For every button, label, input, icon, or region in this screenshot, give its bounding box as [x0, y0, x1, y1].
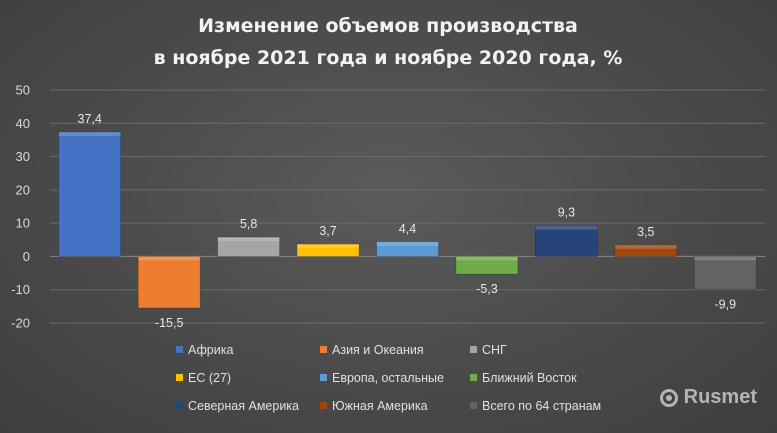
bar [296, 243, 360, 257]
y-axis-ticks: 50 40 30 20 10 0 -10 -20 [11, 83, 30, 331]
data-label: -5,3 [476, 282, 498, 296]
bar-highlight [58, 131, 121, 136]
legend-label: Ближний Восток [482, 371, 577, 385]
data-labels: 37,4 -15,5 5,8 3,7 4,4 -5,3 9,3 3,5 -9,9 [78, 112, 737, 330]
legend-item: Северная Америка [176, 399, 299, 413]
data-label: -9,9 [715, 297, 737, 311]
legend-item: ЕС (27) [176, 371, 231, 385]
bar-highlight [138, 256, 201, 261]
bar [137, 256, 201, 309]
legend-swatch [470, 402, 477, 409]
legend-item: Всего по 64 странам [470, 399, 601, 413]
legend-swatch [176, 374, 183, 381]
legend-swatch [320, 402, 327, 409]
legend-label: Африка [188, 343, 233, 357]
legend-item: Южная Америка [320, 399, 428, 413]
y-tick-label: 50 [16, 83, 30, 98]
y-tick-label: 10 [16, 216, 30, 231]
data-label: -15,5 [155, 316, 184, 330]
data-label: 3,7 [319, 224, 336, 238]
chart-title-line-2: в ноябре 2021 года и ноябре 2020 года, % [154, 47, 623, 69]
y-tick-label: -10 [11, 282, 30, 297]
bars [58, 131, 757, 309]
bar-highlight [217, 237, 280, 242]
data-label: 37,4 [78, 112, 102, 126]
bar-highlight [376, 241, 439, 246]
legend-item: Африка [176, 343, 233, 357]
legend-swatch [470, 346, 477, 353]
legend-label: СНГ [482, 343, 507, 357]
legend-swatch [470, 374, 477, 381]
legend-item: Азия и Океания [320, 343, 424, 357]
bar [58, 131, 122, 257]
y-tick-label: 20 [16, 182, 30, 197]
watermark: Rusmet [659, 386, 757, 409]
legend: Африка Азия и Океания СНГ ЕС (27) Европа, ос… [176, 343, 601, 413]
data-label: 9,3 [558, 205, 575, 219]
bar-highlight [455, 256, 518, 261]
chart-title-line-1: Изменение объемов производства [198, 15, 578, 37]
legend-item: Европа, остальные [320, 371, 444, 385]
bar-highlight [694, 256, 757, 261]
legend-label: Южная Америка [332, 399, 428, 413]
chart-title: Изменение объемов производства в ноябре … [154, 15, 623, 69]
legend-swatch [176, 402, 183, 409]
y-tick-label: 40 [16, 116, 30, 131]
legend-item: Ближний Восток [470, 371, 577, 385]
legend-label: Европа, остальные [332, 371, 444, 385]
bar [376, 241, 439, 257]
y-tick-label: 30 [16, 149, 30, 164]
data-label: 5,8 [240, 217, 257, 231]
y-tick-label: 0 [23, 249, 30, 264]
bar-highlight [297, 244, 360, 249]
data-label: 4,4 [399, 222, 416, 236]
rusmet-logo-icon [659, 388, 678, 407]
y-tick-label: -20 [11, 316, 30, 331]
bar [614, 244, 678, 257]
bar [693, 256, 757, 290]
legend-label: Всего по 64 странам [482, 399, 601, 413]
legend-swatch [320, 346, 327, 353]
legend-item: СНГ [470, 343, 507, 357]
bar-highlight [614, 244, 677, 249]
bar [455, 256, 519, 275]
watermark-text: Rusmet [683, 386, 757, 408]
legend-label: Азия и Океания [332, 343, 424, 357]
data-label: 3,5 [637, 225, 654, 239]
legend-swatch [176, 346, 183, 353]
legend-swatch [320, 374, 327, 381]
bar [217, 236, 280, 257]
legend-label: ЕС (27) [188, 371, 231, 385]
bar [535, 225, 598, 257]
bar-highlight [535, 225, 598, 230]
legend-label: Северная Америка [188, 399, 299, 413]
